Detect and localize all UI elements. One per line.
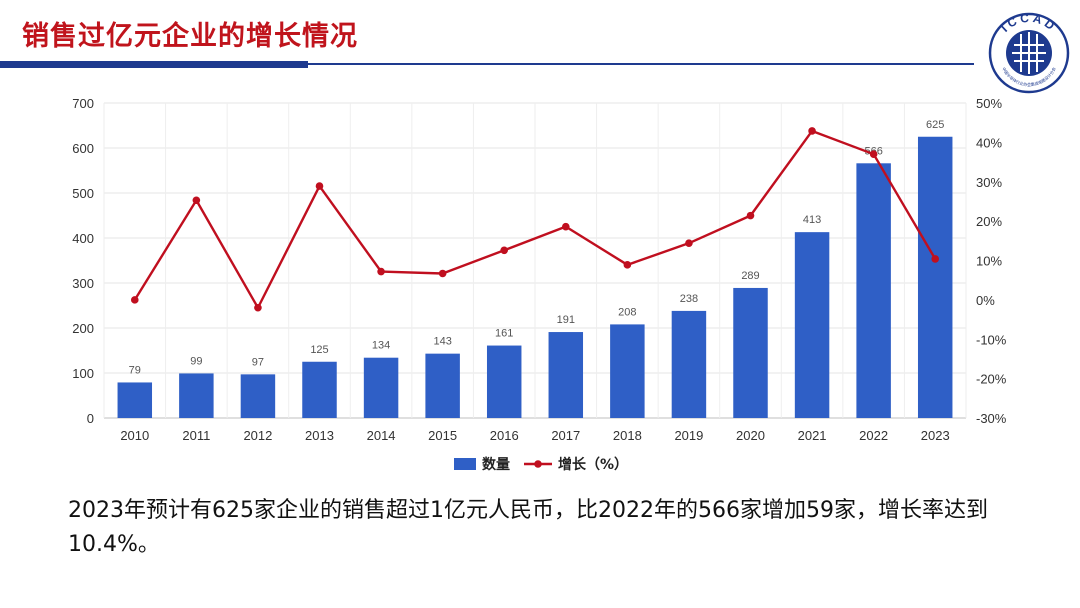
bar (671, 310, 707, 418)
x-tick-label: 2013 (305, 428, 334, 443)
y-left-tick-label: 400 (72, 231, 94, 246)
y-left-tick-label: 200 (72, 321, 94, 336)
bar (486, 345, 522, 418)
legend-label-bar: 数量 (482, 456, 510, 473)
bar-data-label: 238 (680, 293, 698, 305)
growth-point (623, 261, 632, 269)
bar (917, 136, 953, 418)
growth-point (130, 296, 139, 304)
x-tick-label: 2015 (428, 428, 457, 443)
growth-point (931, 255, 940, 263)
legend-swatch-marker (534, 460, 542, 468)
x-tick-label: 2011 (182, 428, 210, 443)
y-left-tick-label: 500 (72, 186, 94, 201)
growth-point (808, 127, 816, 135)
y-left-tick-label: 700 (72, 96, 94, 111)
legend-swatch-bar (454, 458, 476, 470)
y-left-tick-label: 100 (72, 366, 94, 381)
y-left-tick-label: 300 (72, 276, 94, 291)
chart: 0 100 200 300 400 500 600 700 -30% -20% -10% 0% 10% 2… (72, 96, 1007, 473)
bar (794, 232, 830, 418)
bar (179, 373, 214, 418)
title-underline-thin (308, 63, 974, 65)
bar-data-label: 99 (190, 355, 202, 367)
iccad-logo: ICCAD 中国半导体行业协会集成电路设计分会 (988, 12, 1070, 94)
x-tick-label: 2012 (243, 428, 272, 443)
bar-data-label: 161 (495, 328, 513, 340)
bar (363, 357, 399, 418)
growth-point (315, 182, 324, 190)
bar (240, 374, 276, 418)
x-tick-label: 2019 (674, 428, 703, 443)
x-tick-label: 2020 (736, 428, 765, 443)
bar-data-label: 625 (926, 119, 944, 131)
bar-data-label: 143 (433, 336, 451, 348)
y-right-tick-label: 30% (976, 175, 1002, 190)
growth-point (192, 196, 201, 205)
bar-data-label: 97 (252, 356, 264, 368)
x-tick-label: 2021 (798, 428, 827, 443)
bar (610, 324, 645, 418)
bar (548, 332, 584, 418)
growth-point (561, 222, 570, 231)
x-tick-label: 2018 (613, 428, 642, 443)
x-tick-label: 2010 (120, 428, 149, 443)
bar-data-label: 191 (557, 314, 575, 326)
x-tick-label: 2023 (921, 428, 950, 443)
growth-point (685, 239, 693, 247)
title-underline-thick (0, 61, 308, 68)
x-tick-label: 2016 (490, 428, 519, 443)
bar-data-label: 79 (129, 364, 141, 376)
growth-point (254, 303, 262, 312)
growth-point (377, 267, 385, 276)
growth-point (500, 246, 509, 255)
y-right-tick-label: 10% (976, 254, 1002, 269)
bar-data-label: 134 (372, 340, 390, 352)
y-right-tick-label: 20% (976, 214, 1002, 229)
growth-point (438, 269, 447, 278)
bar (302, 361, 337, 418)
y-right-tick-label: 0% (976, 293, 995, 308)
growth-point (746, 211, 755, 220)
bar (733, 287, 768, 418)
y-right-tick-label: -20% (976, 372, 1007, 387)
bar (856, 163, 891, 418)
y-right-tick-label: 40% (976, 135, 1002, 150)
y-left-tick-label: 600 (72, 141, 94, 156)
bar (117, 382, 153, 418)
bar (425, 353, 460, 418)
growth-line (133, 129, 937, 309)
bar-data-label: 413 (803, 214, 821, 226)
y-right-tick-label: -30% (976, 411, 1007, 426)
bar-data-label: 289 (741, 270, 759, 282)
y-right-tick-label: -10% (976, 332, 1007, 347)
y-right-tick-label: 50% (976, 96, 1002, 111)
legend-label-line: 增长（%） (558, 456, 628, 473)
x-tick-label: 2022 (859, 428, 888, 443)
x-tick-label: 2014 (367, 428, 396, 443)
bar-data-label: 125 (310, 344, 328, 356)
x-tick-label: 2017 (551, 428, 580, 443)
bar-data-label: 208 (618, 306, 636, 318)
y-left-tick-label: 0 (87, 411, 94, 426)
caption-text: 2023年预计有625家企业的销售超过1亿元人民币，比2022年的566家增加5… (68, 498, 988, 557)
growth-point (869, 150, 878, 158)
page-title: 销售过亿元企业的增长情况 (22, 21, 358, 52)
